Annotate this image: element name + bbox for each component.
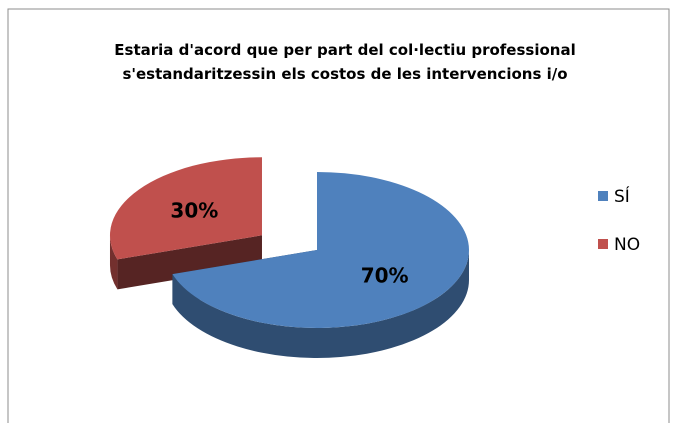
legend-label: NO: [614, 235, 640, 255]
legend-label: SÍ: [614, 185, 630, 207]
pie-slice: [172, 172, 470, 328]
slice-wall: [172, 250, 470, 358]
slice-side: [117, 235, 262, 290]
chart-title: Estaria d'acord que per part del col·lec…: [114, 41, 576, 83]
chart-frame: [7, 8, 670, 423]
legend-swatch: [598, 239, 608, 249]
data-label: 70%: [361, 264, 409, 288]
pie-slice: [109, 157, 262, 260]
slice-wall: [109, 235, 118, 290]
legend-swatch: [598, 191, 608, 201]
data-label: 30%: [170, 199, 218, 223]
